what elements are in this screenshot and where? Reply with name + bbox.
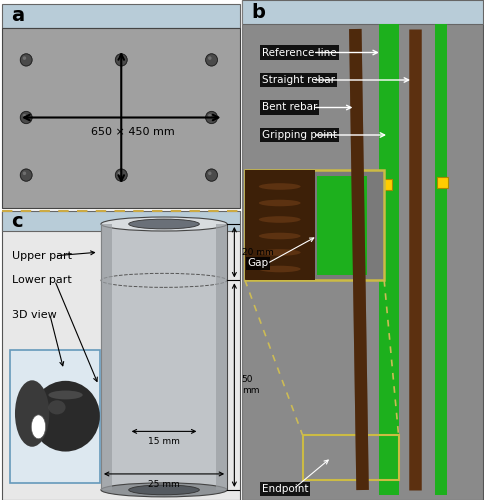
Ellipse shape [48, 400, 65, 414]
Bar [380, 179, 391, 190]
Bar [436, 176, 447, 188]
Text: 650 × 450 mm: 650 × 450 mm [91, 127, 175, 137]
Text: Endpoint: Endpoint [261, 484, 308, 494]
Bar [2, 4, 240, 28]
Circle shape [20, 169, 32, 181]
Text: 20 mm: 20 mm [241, 248, 273, 256]
Text: Bent rebar: Bent rebar [261, 102, 317, 113]
Bar [242, 0, 482, 500]
Ellipse shape [128, 219, 199, 229]
Circle shape [208, 56, 211, 60]
Circle shape [118, 56, 121, 60]
Circle shape [23, 172, 26, 175]
Circle shape [20, 111, 32, 124]
Circle shape [208, 114, 211, 117]
Bar [244, 170, 383, 280]
Text: a: a [11, 6, 24, 25]
Circle shape [115, 54, 127, 66]
Text: b: b [251, 2, 265, 22]
Circle shape [23, 56, 26, 60]
Circle shape [115, 169, 127, 181]
Text: Gap: Gap [247, 258, 268, 268]
Circle shape [205, 169, 217, 181]
Ellipse shape [258, 183, 300, 190]
Circle shape [205, 54, 217, 66]
Circle shape [205, 168, 217, 181]
Bar [2, 211, 240, 231]
Text: Upper part: Upper part [12, 251, 72, 261]
Circle shape [20, 168, 32, 181]
Circle shape [20, 54, 32, 66]
Bar [302, 435, 398, 480]
Circle shape [205, 111, 217, 124]
Circle shape [208, 172, 211, 175]
Bar [2, 211, 240, 500]
Text: c: c [11, 212, 23, 231]
Ellipse shape [258, 232, 300, 239]
Ellipse shape [258, 266, 300, 272]
Circle shape [20, 112, 32, 124]
Text: 15 mm: 15 mm [148, 438, 180, 446]
Circle shape [205, 112, 217, 124]
Ellipse shape [48, 390, 83, 400]
Circle shape [205, 54, 217, 66]
Bar [101, 224, 227, 490]
Circle shape [20, 54, 32, 66]
Bar [10, 350, 100, 482]
Circle shape [23, 114, 26, 117]
Ellipse shape [101, 483, 227, 497]
Circle shape [115, 54, 127, 66]
Ellipse shape [258, 200, 300, 206]
Ellipse shape [258, 216, 300, 223]
Ellipse shape [31, 415, 45, 439]
Ellipse shape [258, 249, 300, 256]
Text: 3D view: 3D view [12, 310, 57, 320]
Bar [244, 170, 314, 280]
Ellipse shape [15, 380, 49, 447]
Text: Straight rebar: Straight rebar [261, 75, 334, 85]
Bar [378, 24, 398, 495]
Text: Lower part: Lower part [12, 276, 72, 285]
Bar [215, 224, 227, 490]
Ellipse shape [128, 485, 199, 495]
Ellipse shape [101, 217, 227, 231]
Bar [242, 0, 482, 24]
Circle shape [115, 168, 127, 181]
Bar [2, 28, 240, 208]
Bar [434, 24, 446, 495]
Bar [317, 176, 367, 274]
Text: Gripping point: Gripping point [261, 130, 336, 140]
Circle shape [31, 381, 100, 452]
Circle shape [118, 172, 121, 175]
Text: 50
mm: 50 mm [241, 376, 258, 395]
Bar [101, 224, 112, 490]
Text: Reference line: Reference line [261, 48, 336, 58]
Text: 25 mm: 25 mm [148, 480, 180, 490]
